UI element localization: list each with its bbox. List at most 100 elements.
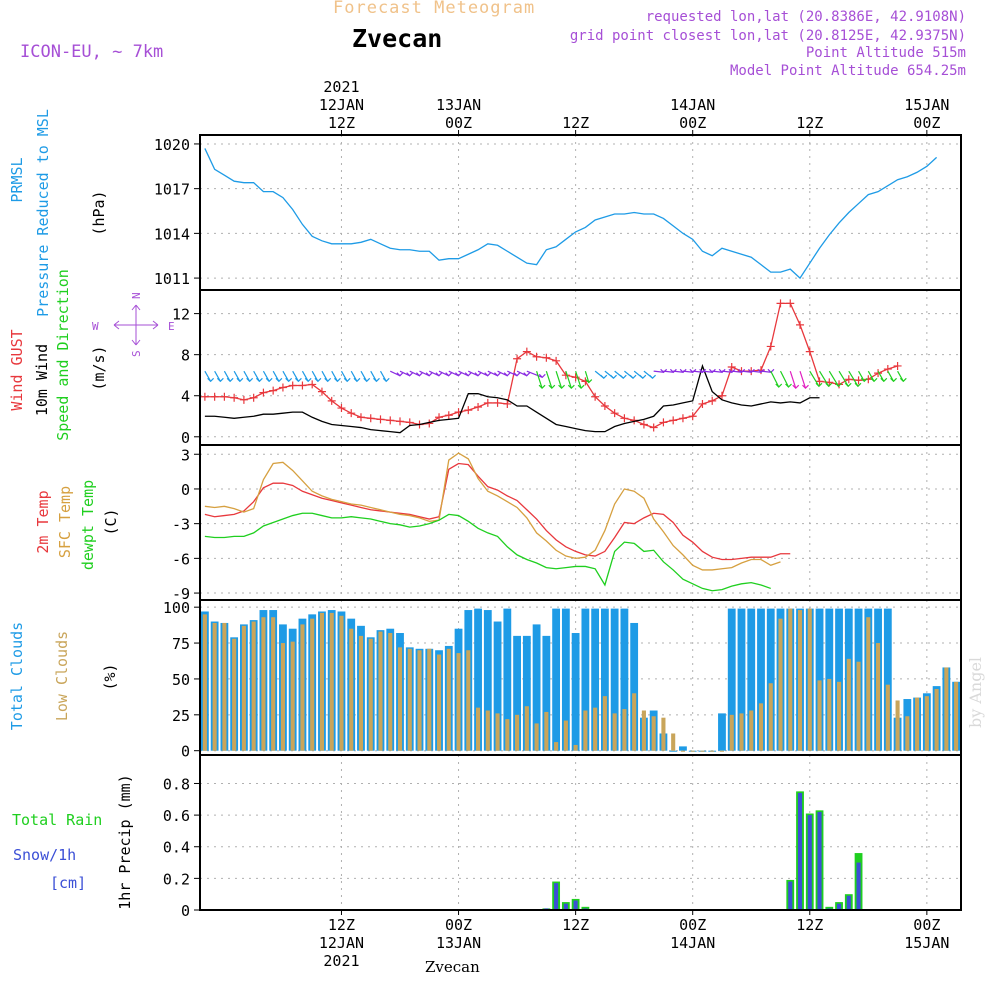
- bar-clouds-1: [476, 707, 481, 751]
- gust-marker: [396, 417, 405, 426]
- bar-clouds-1: [466, 650, 471, 751]
- wind-barb-head: [870, 377, 878, 383]
- bar-precip-1: [856, 862, 861, 910]
- bar-clouds-1: [319, 612, 325, 751]
- bar-clouds-1: [397, 647, 403, 751]
- bar-clouds-1: [349, 628, 354, 751]
- wind-label-gust: Wind GUST: [8, 329, 26, 410]
- bar-clouds-1: [749, 710, 754, 751]
- point-altitude: Point Altitude 515m: [805, 45, 966, 61]
- wind-barb-head: [523, 372, 531, 377]
- top-time-label: 15JAN: [904, 96, 949, 114]
- bar-clouds-1: [846, 658, 851, 751]
- bar-clouds-1: [378, 631, 383, 751]
- y-tick-label: -9: [172, 585, 190, 603]
- y-tick-label: -3: [172, 516, 190, 534]
- bar-clouds-0: [532, 624, 541, 751]
- wind-barb-head: [363, 377, 371, 383]
- gust-marker: [786, 299, 795, 308]
- wind-barb: [789, 370, 797, 389]
- bar-clouds-0: [610, 608, 619, 751]
- bar-clouds-1: [534, 723, 539, 751]
- bar-clouds-0: [815, 608, 824, 751]
- precip-label-unit: 1hr Precip (mm): [116, 774, 134, 909]
- wind-barb: [526, 370, 543, 378]
- bar-clouds-1: [436, 654, 442, 751]
- gust-marker: [532, 352, 541, 361]
- bar-clouds-0: [600, 608, 609, 751]
- bar-precip-0: [825, 906, 834, 910]
- wind-barb-head: [880, 377, 888, 383]
- wind-barb-head: [610, 374, 617, 379]
- bar-precip-1: [554, 883, 559, 910]
- y-tick-label: 4: [181, 388, 190, 406]
- temp-label-dewpt: dewpt Temp: [79, 480, 97, 570]
- requested-coords: requested lon,lat (20.8386E, 42.9108N): [645, 9, 966, 25]
- gust-marker: [610, 409, 619, 418]
- y-tick-label: 0: [181, 902, 190, 920]
- gust-marker: [727, 362, 736, 371]
- wind-barb-head: [373, 377, 380, 383]
- wind-barb-head: [792, 384, 800, 390]
- bar-clouds-1: [905, 716, 910, 751]
- wind-barb-head: [314, 377, 322, 383]
- wind-barb: [536, 370, 543, 389]
- bar-clouds-1: [719, 750, 725, 752]
- bar-clouds-1: [232, 638, 237, 751]
- top-time-label: 2021: [323, 78, 359, 96]
- y-tick-label: 0.2: [163, 870, 190, 888]
- bar-precip-1: [817, 811, 822, 910]
- gust-marker: [220, 392, 229, 401]
- bar-clouds-1: [856, 661, 861, 751]
- wind-label-dir: Speed and Direction: [54, 269, 72, 441]
- wind-barb: [692, 370, 703, 373]
- wind-barb-head: [396, 372, 404, 377]
- bar-clouds-0: [747, 608, 756, 751]
- bar-clouds-0: [561, 608, 570, 751]
- bar-clouds-1: [895, 700, 900, 751]
- gust-marker: [620, 414, 629, 423]
- y-tick-label: 50: [172, 671, 190, 689]
- wind-barb: [799, 370, 807, 389]
- gust-marker: [678, 414, 687, 423]
- y-tick-label: 3: [181, 446, 190, 464]
- top-time-label: 00Z: [913, 114, 940, 132]
- clouds-label-unit: (%): [101, 663, 119, 690]
- wind-barb-head: [455, 372, 462, 377]
- bar-clouds-0: [591, 608, 600, 751]
- bar-clouds-1: [641, 710, 646, 751]
- bar-clouds-1: [690, 750, 695, 752]
- wind-barb-head: [802, 384, 809, 390]
- bar-clouds-1: [241, 625, 246, 751]
- wind-barb-head: [689, 368, 697, 374]
- bar-precip-1: [807, 815, 812, 910]
- bar-clouds-1: [915, 697, 920, 751]
- bar-clouds-1: [739, 713, 744, 751]
- gust-marker: [854, 376, 863, 385]
- y-tick-label: 8: [181, 347, 190, 365]
- bar-clouds-0: [474, 608, 482, 751]
- wind-barb-head: [334, 377, 341, 383]
- bottom-time-label: 14JAN: [670, 934, 715, 952]
- line-wind-1: [204, 363, 820, 434]
- y-tick-label: 0.8: [163, 775, 190, 793]
- gust-marker: [522, 347, 531, 356]
- bar-precip-1: [788, 881, 793, 910]
- wind-barb-head: [275, 377, 283, 383]
- bar-clouds-1: [700, 750, 705, 752]
- bottom-time-label: 12JAN: [319, 934, 364, 952]
- bar-clouds-1: [797, 610, 803, 751]
- bar-clouds-1: [290, 641, 295, 751]
- bar-clouds-1: [729, 714, 734, 751]
- wind-barb-head: [207, 377, 215, 383]
- bar-clouds-1: [778, 618, 783, 751]
- bar-clouds-1: [271, 617, 276, 751]
- top-time-label: 12Z: [796, 114, 823, 132]
- y-tick-label: 100: [163, 599, 190, 617]
- bar-clouds-1: [680, 750, 685, 752]
- gust-marker: [210, 392, 219, 401]
- gust-marker: [844, 375, 853, 384]
- bar-precip-1: [563, 903, 568, 910]
- bar-clouds-0: [513, 635, 521, 751]
- wind-barb: [702, 370, 713, 373]
